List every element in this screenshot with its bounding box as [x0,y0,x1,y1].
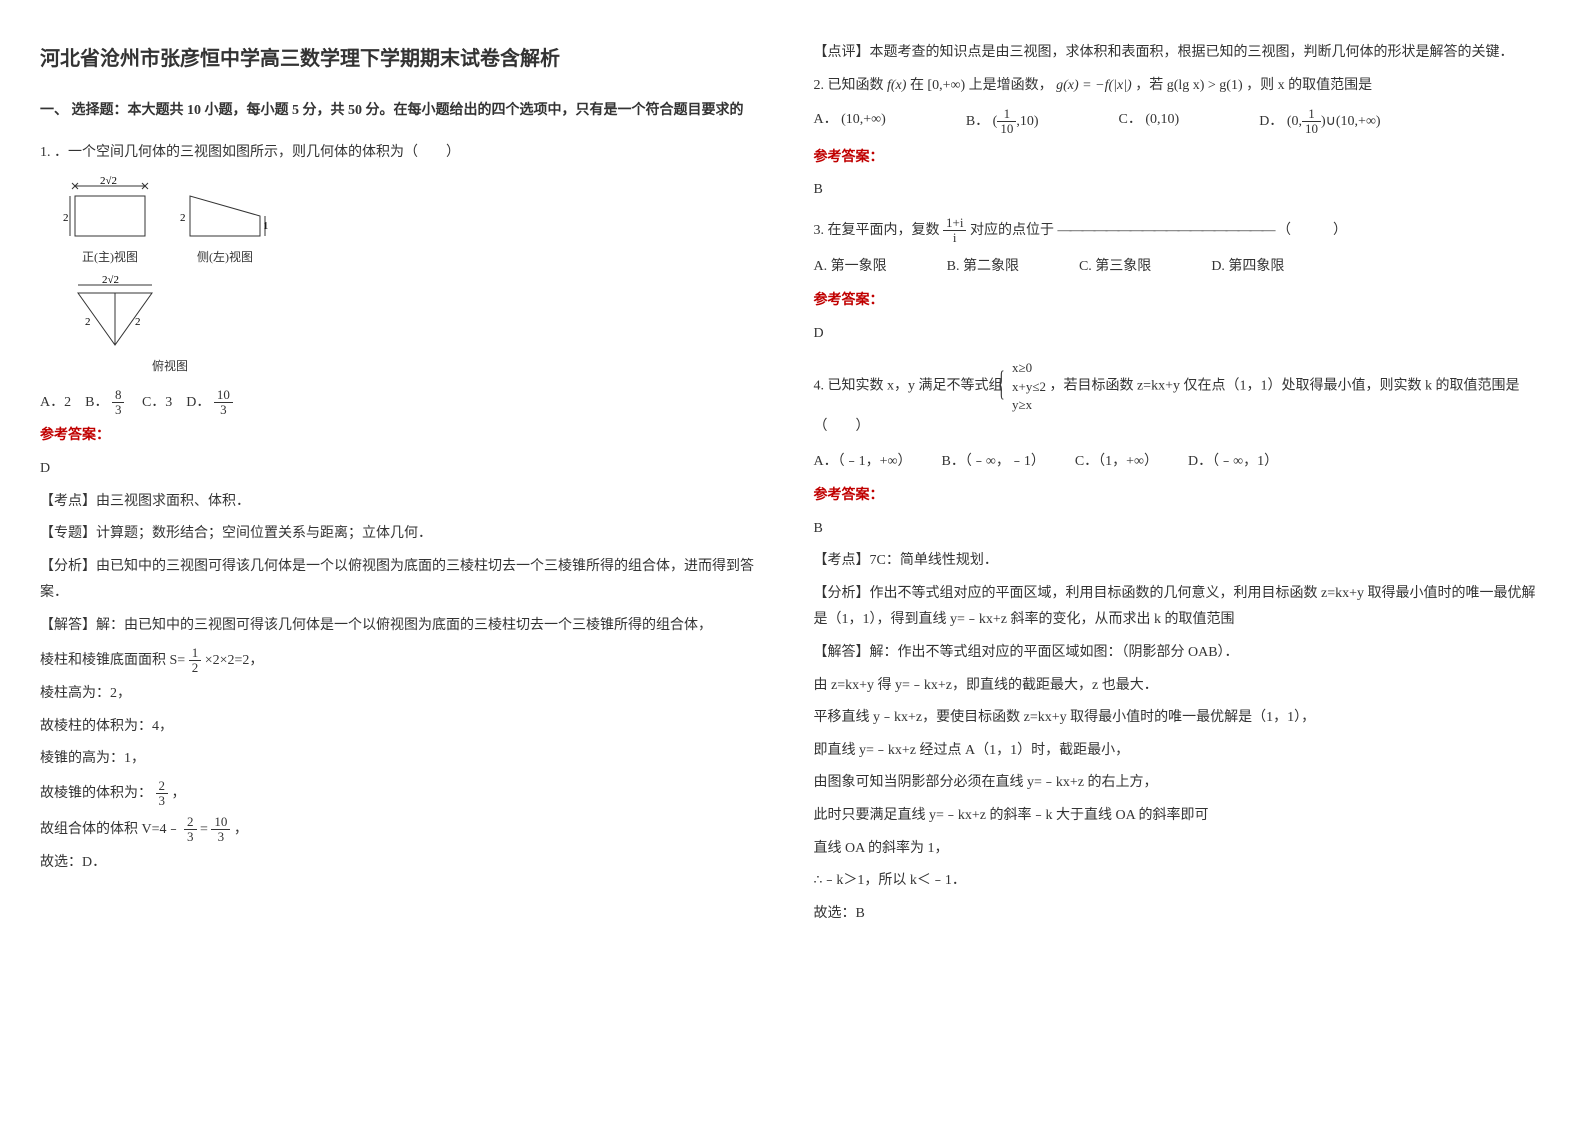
q4-opt-d: D．（﹣∞，1） [1188,449,1278,476]
question-4: 4. 已知实数 x，y 满足不等式组 x≥0 x+y≤2 y≥x ，若目标函数 … [814,359,1548,927]
q4-answer: B [814,516,1548,543]
three-view-diagram: 2√2 2 正(主)视图 2 1 侧(左)视图 [60,176,280,378]
q4-line-4: 平移直线 y﹣kx+z，要使目标函数 z=kx+y 取得最小值时的唯一最优解是（… [814,705,1548,732]
question-1: 1. ．一个空间几何体的三视图如图所示，则几何体的体积为（ ） 2√2 2 正(… [40,140,774,877]
left-column: 河北省沧州市张彦恒中学高三数学理下学期期末试卷含解析 一、 选择题：本大题共 1… [40,40,774,939]
q2-opt-d: D． (0,110)∪(10,+∞) [1259,107,1380,137]
page-title: 河北省沧州市张彦恒中学高三数学理下学期期末试卷含解析 [40,40,774,78]
q3-opt-a: A. 第一象限 [814,254,887,281]
q1-final: 故选：D． [40,850,774,877]
q4-line-9: ∴﹣k＞1，所以 k＜﹣1． [814,868,1548,895]
frac-two-thirds: 2 3 [156,779,169,809]
q1-answer-label: 参考答案： [40,423,774,450]
q2-opt-c: C． (0,10) [1119,107,1180,137]
q1-line-2: 【分析】由已知中的三视图可得该几何体是一个以俯视图为底面的三棱柱切去一个三棱锥所… [40,554,774,607]
front-view-label: 正(主)视图 [60,246,160,269]
q4-line-0: 【考点】7C：简单线性规划． [814,548,1548,575]
q1-cone-v: 故棱锥的体积为： 2 3 ， [40,779,774,809]
q4-line-7: 此时只要满足直线 y=﹣kx+z 的斜率﹣k 大于直线 OA 的斜率即可 [814,803,1548,830]
q4-line-1: 【分析】作出不等式组对应的平面区域，利用目标函数的几何意义，利用目标函数 z=k… [814,581,1548,634]
top-view-label: 俯视图 [60,355,280,378]
q4-opt-c: C．（1，+∞） [1075,449,1158,476]
q3-opt-c: C. 第三象限 [1079,254,1151,281]
q1-line-1: 【专题】计算题；数形结合；空间位置关系与距离；立体几何． [40,521,774,548]
inequality-system: x≥0 x+y≤2 y≥x [1006,359,1046,414]
frac-half: 1 2 [189,646,202,676]
q1-cone-h: 棱锥的高为：1， [40,746,774,773]
q2-opt-b: B． (110,10) [966,107,1039,137]
q2-answer: B [814,177,1548,204]
q3-opt-d: D. 第四象限 [1211,254,1284,281]
q1-line-3: 【解答】解：由已知中的三视图可得该几何体是一个以俯视图为底面的三棱柱切去一个三棱… [40,613,774,640]
svg-text:2√2: 2√2 [102,275,119,286]
q4-options: A．（﹣1，+∞） B．（﹣∞，﹣1） C．（1，+∞） D．（﹣∞，1） [814,449,1548,476]
q4-line-6: 由图象可知当阴影部分必须在直线 y=﹣kx+z 的右上方， [814,770,1548,797]
q4-opt-b: B．（﹣∞，﹣1） [942,449,1045,476]
q1-answer: D [40,456,774,483]
q2-opt-a: A． (10,+∞) [814,107,886,137]
q1-opt-b-frac: 8 3 [112,388,125,418]
q3-stem: 3. 在复平面内，复数 1+i i 对应的点位于 ———————————————… [814,216,1548,246]
question-2: 2. 已知函数 f(x) 在 [0,+∞) 上是增函数， g(x) = −f(|… [814,73,1548,204]
q1-area-line: 棱柱和棱锥底面面积 S= 1 2 ×2×2=2， [40,646,774,676]
q4-line-8: 直线 OA 的斜率为 1， [814,836,1548,863]
q1-opt-c-pre: C．3 D． [128,395,210,410]
q1-prism-h: 棱柱高为：2， [40,681,774,708]
question-3: 3. 在复平面内，复数 1+i i 对应的点位于 ———————————————… [814,216,1548,347]
q3-options: A. 第一象限 B. 第二象限 C. 第三象限 D. 第四象限 [814,254,1548,281]
svg-text:2: 2 [85,316,91,328]
frac-total-r: 10 3 [211,815,230,845]
dash-line: —————————————————— [1057,223,1273,238]
q1-options: A．2 B． 8 3 C．3 D． 10 3 [40,388,774,418]
top-view: 2√2 2 2 俯视图 [60,275,280,378]
section-header: 一、 选择题：本大题共 10 小题，每小题 5 分，共 50 分。在每小题给出的… [40,98,774,125]
q1-opt-d-frac: 10 3 [214,388,233,418]
q4-line-3: 由 z=kx+y 得 y=﹣kx+z，即直线的截距最大，z 也最大． [814,673,1548,700]
q4-line-2: 【解答】解：作出不等式组对应的平面区域如图：（阴影部分 OAB）． [814,640,1548,667]
q2-options: A． (10,+∞) B． (110,10) C． (0,10) D． (0,1… [814,107,1548,137]
side-view-label: 侧(左)视图 [180,246,270,269]
q1-opt-a-pre: A．2 B． [40,395,108,410]
q4-opt-a: A．（﹣1，+∞） [814,449,912,476]
svg-text:2: 2 [180,212,186,224]
svg-text:2: 2 [135,316,141,328]
front-view: 2√2 2 正(主)视图 [60,176,160,269]
q1-total: 故组合体的体积 V=4﹣ 2 3 = 10 3 ， [40,815,774,845]
math-gx: g(x) = −f(|x|) [1056,78,1135,93]
q4-line-5: 即直线 y=﹣kx+z 经过点 A（1，1）时，截距最小， [814,738,1548,765]
math-fx: f(x) [887,78,910,93]
q3-answer-label: 参考答案： [814,288,1548,315]
q1-stem: 1. ．一个空间几何体的三视图如图所示，则几何体的体积为（ ） [40,140,774,167]
svg-text:1: 1 [263,220,269,232]
q2-stem: 2. 已知函数 f(x) 在 [0,+∞) 上是增函数， g(x) = −f(|… [814,73,1548,100]
q1-line-0: 【考点】由三视图求面积、体积． [40,489,774,516]
svg-text:2√2: 2√2 [100,176,117,187]
q2-answer-label: 参考答案： [814,145,1548,172]
q3-answer: D [814,321,1548,348]
q3-opt-b: B. 第二象限 [947,254,1019,281]
q1-prism-v: 故棱柱的体积为：4， [40,714,774,741]
q4-line-10: 故选：B [814,901,1548,928]
q3-frac: 1+i i [943,216,966,246]
svg-text:2: 2 [63,212,69,224]
q4-answer-label: 参考答案： [814,483,1548,510]
frac-total-m: 2 3 [184,815,197,845]
q4-stem: 4. 已知实数 x，y 满足不等式组 x≥0 x+y≤2 y≥x ，若目标函数 … [814,359,1548,440]
right-column: 【点评】本题考查的知识点是由三视图，求体积和表面积，根据已知的三视图，判断几何体… [814,40,1548,939]
q1-comment: 【点评】本题考查的知识点是由三视图，求体积和表面积，根据已知的三视图，判断几何体… [814,40,1548,67]
side-view: 2 1 侧(左)视图 [180,176,270,269]
